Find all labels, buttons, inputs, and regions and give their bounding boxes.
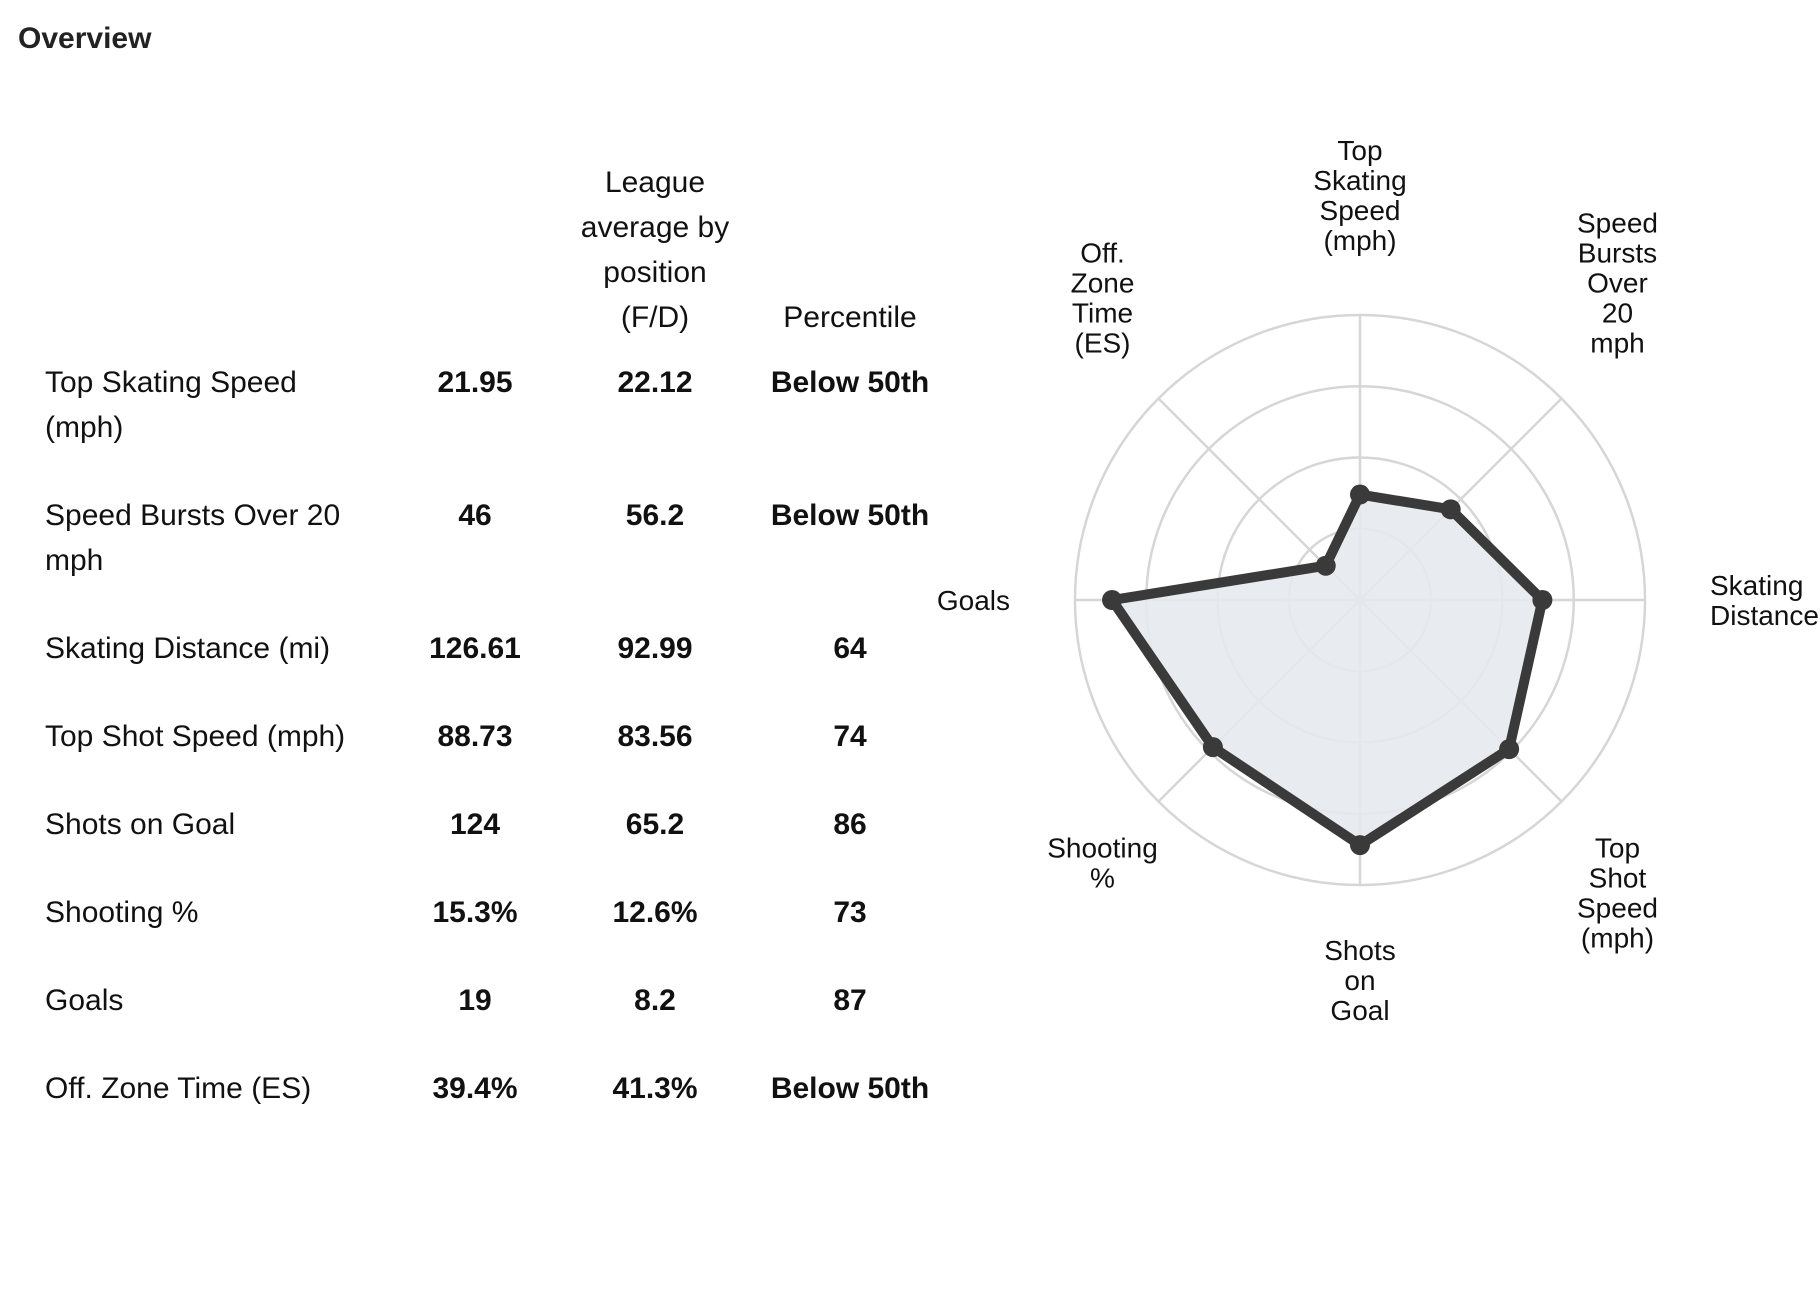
axis-label: Top Skating Speed (mph) xyxy=(1313,135,1406,256)
axis-label: Top Shot Speed (mph) xyxy=(1577,832,1658,953)
table-row: Off. Zone Time (ES) 39.4% 41.3% Below 50… xyxy=(30,1066,955,1154)
percentile-value: 86 xyxy=(833,808,867,841)
axis-label-line: Goals xyxy=(937,585,1010,616)
table-row: Top Shot Speed (mph) 88.73 83.56 74 xyxy=(30,714,955,802)
player-value: 15.3% xyxy=(432,896,518,929)
header-league-average: League average by position (F/D) xyxy=(580,166,730,334)
axis-label-line: Top xyxy=(1337,135,1382,166)
percentile-value: 87 xyxy=(833,984,867,1017)
data-point xyxy=(1440,499,1461,520)
axis-label-line: on xyxy=(1344,965,1375,996)
radar-chart: Top Skating Speed (mph)Speed Bursts Over 20 mph… xyxy=(937,135,1819,1026)
stats-table: League average by position (F/D) Percent… xyxy=(30,160,955,1154)
data-point xyxy=(1350,835,1370,856)
league-average-value: 83.56 xyxy=(617,720,693,753)
axis-label: Shots on Goal xyxy=(1324,935,1396,1026)
data-point xyxy=(1202,737,1223,758)
section-title: Overview xyxy=(18,22,152,55)
axis-label-line: Shot xyxy=(1589,862,1647,893)
metric-name: Off. Zone Time (ES) xyxy=(45,1072,312,1105)
table-header-row: League average by position (F/D) Percent… xyxy=(30,160,955,360)
data-point xyxy=(1102,590,1123,610)
table-row: Speed Bursts Over 20 mph 46 56.2 Below 5… xyxy=(30,493,955,626)
player-value: 124 xyxy=(449,808,501,841)
league-average-value: 41.3% xyxy=(612,1072,698,1105)
player-value: 126.61 xyxy=(429,632,521,665)
axis-label-line: Bursts xyxy=(1578,238,1657,269)
league-average-value: 92.99 xyxy=(617,632,693,665)
axis-label: Shooting% xyxy=(1047,832,1158,893)
player-value: 46 xyxy=(458,499,492,532)
table-row: Shots on Goal 124 65.2 86 xyxy=(30,802,955,890)
league-average-value: 56.2 xyxy=(625,499,685,532)
axis-label-line: Zone xyxy=(1071,268,1135,299)
axis-label-line: % xyxy=(1090,862,1115,893)
data-point xyxy=(1532,590,1553,610)
league-average-value: 65.2 xyxy=(625,808,685,841)
axis-label-line: Shooting xyxy=(1047,832,1158,863)
axis-label: Off. Zone Time (ES) xyxy=(1071,238,1135,359)
data-point xyxy=(1350,484,1370,505)
axis-label-line: Off. xyxy=(1080,238,1125,269)
table-row: Shooting % 15.3% 12.6% 73 xyxy=(30,890,955,978)
axis-label-line: Time xyxy=(1072,298,1133,329)
axis-label: Skating Distance xyxy=(1710,570,1819,631)
player-value: 88.73 xyxy=(437,720,513,753)
metric-name: Goals xyxy=(45,984,124,1017)
metric-name: Shooting % xyxy=(45,896,199,929)
data-point xyxy=(1499,739,1520,760)
axis-label-line: Over xyxy=(1587,268,1648,299)
axis-label-line: Top xyxy=(1595,832,1640,863)
player-value: 21.95 xyxy=(437,366,513,399)
axis-label: Speed Bursts Over 20 mph xyxy=(1577,208,1658,359)
series-area xyxy=(1107,489,1548,851)
axis-label-line: Speed xyxy=(1577,208,1658,239)
axis-label: Goals xyxy=(937,585,1010,616)
player-value: 39.4% xyxy=(432,1072,518,1105)
metric-name: Skating Distance (mi) xyxy=(45,632,331,665)
percentile-value: 73 xyxy=(833,896,867,929)
percentile-value: 64 xyxy=(833,632,867,665)
player-value: 19 xyxy=(458,984,492,1017)
percentile-value: Below 50th xyxy=(770,499,930,532)
metric-name: Top Skating Speed (mph) xyxy=(45,366,297,444)
header-percentile: Percentile xyxy=(783,301,917,334)
axis-label-line: Skating xyxy=(1313,165,1406,196)
percentile-value: Below 50th xyxy=(770,1072,930,1105)
table-row: Top Skating Speed (mph) 21.95 22.12 Belo… xyxy=(30,360,955,493)
metric-name: Shots on Goal xyxy=(45,808,236,841)
league-average-value: 22.12 xyxy=(617,366,693,399)
league-average-value: 8.2 xyxy=(634,984,676,1017)
axis-label-line: Shots xyxy=(1324,935,1396,966)
header-metric xyxy=(30,160,385,360)
axis-label-line: (mph) xyxy=(1581,922,1654,953)
data-point xyxy=(1315,555,1336,576)
header-player-value xyxy=(385,160,565,360)
percentile-value: Below 50th xyxy=(770,366,930,399)
axis-label-line: (ES) xyxy=(1075,328,1131,359)
axis-label-line: Speed xyxy=(1320,195,1401,226)
percentile-value: 74 xyxy=(833,720,867,753)
axis-label-line: mph xyxy=(1590,328,1644,359)
league-average-value: 12.6% xyxy=(612,896,698,929)
axis-label-line: Speed xyxy=(1577,892,1658,923)
metric-name: Speed Bursts Over 20 mph xyxy=(45,499,341,577)
table-row: Goals 19 8.2 87 xyxy=(30,978,955,1066)
table-row: Skating Distance (mi) 126.61 92.99 64 xyxy=(30,626,955,714)
axis-label-line: Goal xyxy=(1330,995,1389,1026)
axis-label-line: 20 xyxy=(1602,298,1633,329)
axis-label-line: Skating xyxy=(1710,570,1803,601)
axis-label-line: Distance xyxy=(1710,600,1819,631)
axis-label-line: (mph) xyxy=(1323,225,1396,256)
metric-name: Top Shot Speed (mph) xyxy=(45,720,346,753)
